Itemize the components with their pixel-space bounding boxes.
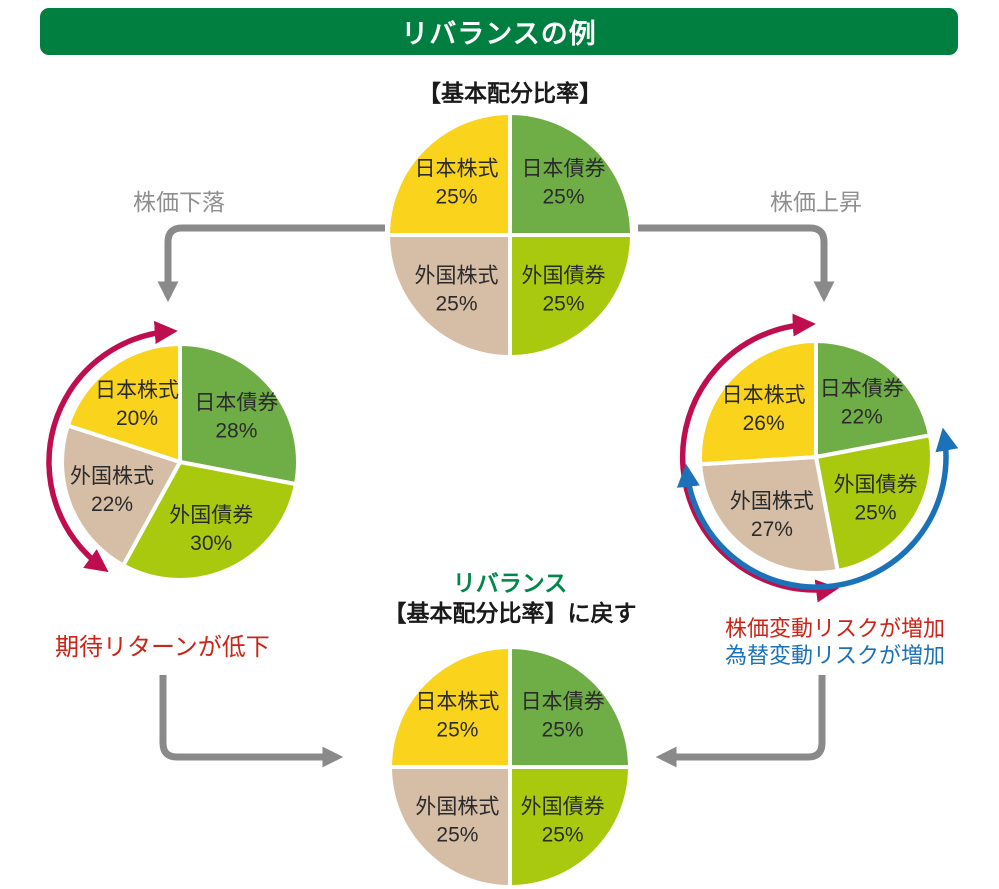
pie-label-foreign-bond: 外国債券 30% [169, 504, 253, 555]
title-bar: リバランスの例 [40, 8, 958, 55]
pie-slice-japan-bond [508, 645, 632, 769]
elbow-arrow-down-right-icon [638, 224, 835, 303]
fx-risk-up-label: 為替変動リスクが増加 [724, 643, 945, 668]
pie-label-foreign-bond: 外国債券 25% [521, 796, 605, 847]
pie-slice-foreign-bond [508, 233, 634, 359]
elbow-arrow-down-left-icon [157, 224, 385, 303]
pie-slice-japan-equity [388, 645, 512, 769]
base-allocation-label: 【基本配分比率】 [418, 80, 602, 106]
pie-slice-foreign-equity [698, 455, 840, 575]
stock-rise-label: 株価上昇 [770, 189, 862, 215]
pie-label-foreign-bond: 外国債券 25% [522, 265, 606, 316]
fx-risk-rotation-arrow-icon [676, 427, 959, 590]
pie-rebalanced: 日本債券 25% 外国債券 25% 外国株式 25% 日本株式 25% [388, 645, 632, 889]
pie-label-japan-bond: 日本債券 25% [522, 158, 606, 209]
pie-slice-foreign-bond [508, 765, 632, 889]
pie-slice-japan-bond [508, 111, 634, 237]
pie-label-japan-bond: 日本債券 25% [521, 690, 605, 741]
pie-after-stock-fall: 日本債券 28%外国債券 30%外国株式 22%日本株式 20% [46, 320, 300, 582]
sell-rotation-arrow-icon [46, 320, 178, 573]
rebalance-title: リバランス [452, 570, 568, 596]
pie-label-japan-equity: 日本株式 25% [415, 690, 499, 741]
pie-slice-japan-bond [178, 342, 300, 487]
pie-after-stock-rise: 日本債券 22%外国債券 25%外国株式 27%日本株式 26% [676, 313, 959, 603]
pie-slices: 日本債券 25% 外国債券 25% 外国株式 25% 日本株式 25% [386, 111, 634, 359]
rebalance-subtitle: 【基本配分比率】に戻す [383, 600, 637, 626]
pie-slice-foreign-equity [388, 765, 512, 889]
pie-slices: 日本債券 28%外国債券 30%外国株式 22%日本株式 20% [60, 342, 300, 582]
pie-slice-japan-equity [386, 111, 512, 237]
expected-return-down-label: 期待リターンが低下 [55, 634, 270, 661]
price-risk-up-label: 株価変動リスクが増加 [724, 616, 945, 641]
pie-label-foreign-equity: 外国株式 25% [415, 796, 499, 847]
page-title: リバランスの例 [401, 19, 597, 49]
elbow-arrow-to-center-left-icon [159, 675, 344, 768]
pie-base-allocation: 日本債券 25% 外国債券 25% 外国株式 25% 日本株式 25% [386, 111, 634, 359]
risk-captions: 株価変動リスクが増加 為替変動リスクが増加 [695, 615, 975, 669]
pie-label-japan-bond: 日本債券 28% [194, 391, 278, 442]
pie-slice-foreign-equity [386, 233, 512, 359]
stock-fall-label: 株価下落 [133, 189, 225, 215]
pie-slices: 日本債券 22%外国債券 25%外国株式 27%日本株式 26% [697, 339, 934, 575]
pie-label-foreign-equity: 外国株式 25% [415, 265, 499, 316]
pie-label-japan-bond: 日本債券 22% [820, 378, 904, 429]
pie-slices: 日本債券 25% 外国債券 25% 外国株式 25% 日本株式 25% [388, 645, 632, 889]
pie-label-japan-equity: 日本株式 25% [415, 158, 499, 209]
elbow-arrow-to-center-right-icon [655, 675, 826, 768]
